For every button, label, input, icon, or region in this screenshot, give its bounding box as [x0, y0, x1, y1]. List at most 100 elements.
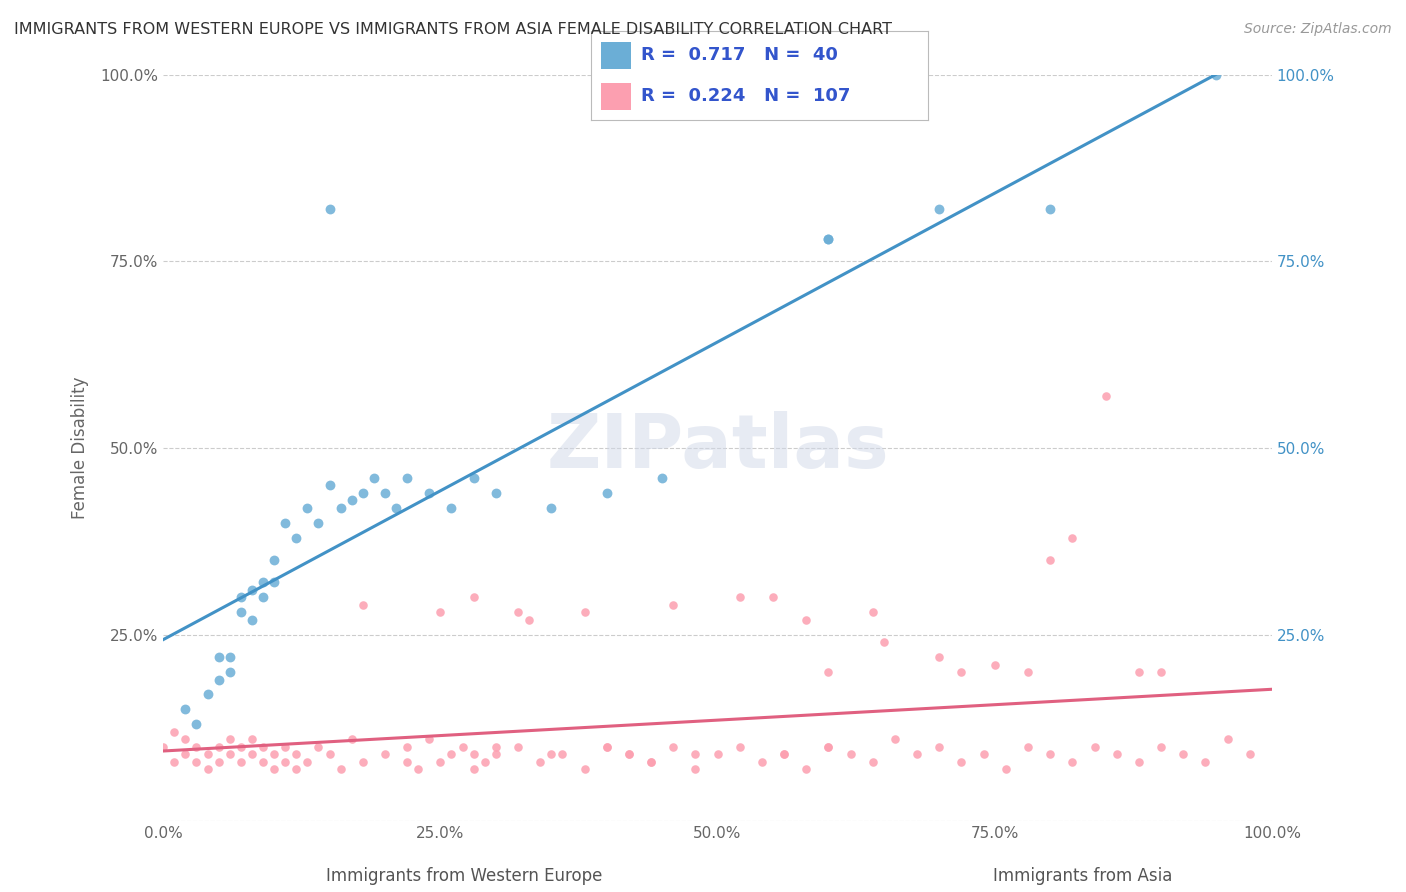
- Point: [1039, 553, 1062, 567]
- Point: [817, 739, 839, 754]
- Point: [662, 739, 685, 754]
- Point: [208, 739, 231, 754]
- Point: [529, 755, 551, 769]
- Point: [352, 755, 374, 769]
- Point: [363, 471, 385, 485]
- Point: [1105, 747, 1128, 762]
- Bar: [600, 42, 631, 69]
- Point: [318, 202, 340, 216]
- Text: Immigrants from Asia: Immigrants from Asia: [993, 867, 1173, 885]
- Point: [762, 591, 785, 605]
- Point: [794, 762, 817, 776]
- Point: [1062, 531, 1084, 545]
- Point: [152, 739, 174, 754]
- Point: [318, 747, 340, 762]
- Point: [208, 755, 231, 769]
- Point: [817, 232, 839, 246]
- Point: [662, 598, 685, 612]
- Point: [340, 732, 363, 747]
- Point: [340, 493, 363, 508]
- Point: [595, 739, 617, 754]
- Point: [751, 755, 773, 769]
- Point: [640, 755, 662, 769]
- Point: [1150, 665, 1173, 679]
- Point: [297, 755, 319, 769]
- Point: [1094, 389, 1116, 403]
- Point: [1128, 755, 1150, 769]
- Point: [1017, 739, 1039, 754]
- Point: [928, 739, 950, 754]
- Point: [950, 665, 973, 679]
- Point: [218, 650, 240, 665]
- Point: [1173, 747, 1195, 762]
- Point: [218, 747, 240, 762]
- Point: [263, 575, 285, 590]
- Point: [229, 605, 252, 619]
- Point: [1194, 755, 1216, 769]
- Point: [773, 747, 796, 762]
- Point: [285, 747, 308, 762]
- Point: [396, 739, 419, 754]
- Point: [208, 650, 231, 665]
- Point: [595, 485, 617, 500]
- Point: [197, 688, 219, 702]
- Point: [263, 553, 285, 567]
- Point: [884, 732, 907, 747]
- Point: [440, 747, 463, 762]
- Point: [928, 650, 950, 665]
- Point: [817, 232, 839, 246]
- Point: [186, 755, 208, 769]
- Point: [252, 591, 274, 605]
- Point: [773, 747, 796, 762]
- Point: [274, 739, 297, 754]
- Point: [506, 605, 529, 619]
- Text: R =  0.224   N =  107: R = 0.224 N = 107: [641, 87, 851, 105]
- Point: [463, 471, 485, 485]
- Point: [685, 747, 707, 762]
- Point: [685, 762, 707, 776]
- Point: [263, 747, 285, 762]
- Point: [950, 755, 973, 769]
- Point: [229, 739, 252, 754]
- Point: [406, 762, 429, 776]
- Point: [873, 635, 896, 649]
- Point: [396, 471, 419, 485]
- Point: [352, 598, 374, 612]
- Point: [474, 755, 496, 769]
- Point: [574, 762, 596, 776]
- Text: IMMIGRANTS FROM WESTERN EUROPE VS IMMIGRANTS FROM ASIA FEMALE DISABILITY CORRELA: IMMIGRANTS FROM WESTERN EUROPE VS IMMIGR…: [14, 22, 891, 37]
- Point: [928, 202, 950, 216]
- Point: [1062, 755, 1084, 769]
- Point: [817, 665, 839, 679]
- Point: [1216, 732, 1239, 747]
- Point: [229, 591, 252, 605]
- Point: [374, 747, 396, 762]
- Point: [862, 755, 884, 769]
- Point: [1150, 739, 1173, 754]
- Point: [1017, 665, 1039, 679]
- Point: [385, 500, 408, 515]
- Point: [1039, 202, 1062, 216]
- Point: [174, 732, 197, 747]
- Point: [706, 747, 728, 762]
- Point: [451, 739, 474, 754]
- Point: [285, 531, 308, 545]
- Point: [595, 739, 617, 754]
- Point: [197, 762, 219, 776]
- Point: [329, 762, 352, 776]
- Point: [307, 739, 329, 754]
- Point: [1205, 68, 1227, 82]
- Point: [463, 747, 485, 762]
- Point: [374, 485, 396, 500]
- Point: [352, 485, 374, 500]
- Point: [485, 739, 508, 754]
- Point: [728, 591, 751, 605]
- Point: [994, 762, 1017, 776]
- Text: Immigrants from Western Europe: Immigrants from Western Europe: [326, 867, 602, 885]
- Point: [973, 747, 995, 762]
- Text: ZIPatlas: ZIPatlas: [547, 411, 889, 484]
- Point: [463, 762, 485, 776]
- Point: [240, 613, 263, 627]
- Point: [252, 575, 274, 590]
- Point: [218, 665, 240, 679]
